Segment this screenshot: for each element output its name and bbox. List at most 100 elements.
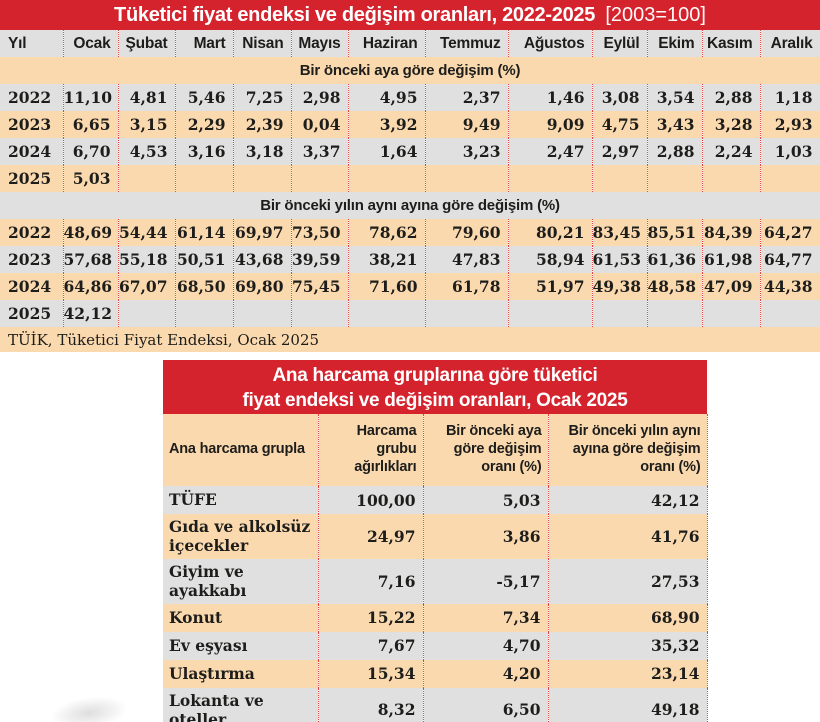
value-cell: 75,45: [291, 273, 349, 300]
table-row: 2022 11,10 4,81 5,46 7,25 2,98 4,95 2,37…: [0, 84, 820, 111]
value-cell: 1,46: [508, 84, 593, 111]
value-cell: 4,53: [118, 138, 176, 165]
value-cell: [175, 300, 234, 327]
value-cell: 61,14: [175, 219, 234, 246]
table2-header-row: Ana harcama grupla Harcama grubu ağırlık…: [163, 414, 708, 486]
value-cell: 2,29: [175, 111, 234, 138]
group-column-header: Bir önceki aya göre değişim oranı (%): [423, 414, 549, 486]
month-column-header: Temmuz: [425, 30, 509, 57]
value-cell: 47,83: [425, 246, 509, 273]
table1-title: Tüketici fiyat endeksi ve değişim oranla…: [114, 4, 596, 26]
table2-title-bar: Ana harcama gruplarına göre tüketici fiy…: [163, 360, 707, 414]
yearly-change-cell: 35,32: [548, 631, 708, 660]
value-cell: [118, 300, 176, 327]
weight-cell: 7,16: [318, 558, 424, 604]
group-label-cell: Gıda ve alkolsüz içecekler: [163, 514, 319, 559]
month-column-header: Nisan: [233, 30, 292, 57]
month-column-header: Ocak: [63, 30, 119, 57]
monthly-change-cell: -5,17: [423, 558, 549, 604]
month-column-header: Eylül: [592, 30, 648, 57]
value-cell: 69,80: [233, 273, 292, 300]
value-cell: 6,65: [63, 111, 119, 138]
value-cell: [233, 300, 292, 327]
value-cell: 0,04: [291, 111, 349, 138]
value-cell: 7,25: [233, 84, 292, 111]
value-cell: 11,10: [63, 84, 119, 111]
value-cell: 80,21: [508, 219, 593, 246]
value-cell: 2,93: [760, 111, 820, 138]
expenditure-groups-table-section: Ana harcama gruplarına göre tüketici fiy…: [163, 360, 708, 722]
value-cell: 4,95: [348, 84, 426, 111]
value-cell: 64,27: [760, 219, 820, 246]
value-cell: [702, 300, 761, 327]
value-cell: 1,64: [348, 138, 426, 165]
table2-title-line2: fiyat endeksi ve değişim oranları, Ocak …: [242, 390, 628, 412]
value-cell: [425, 300, 509, 327]
table-row: 2025 42,12: [0, 300, 820, 327]
value-cell: 49,38: [592, 273, 648, 300]
yearly-change-section: Bir önceki yılın aynı ayına göre değişim…: [0, 192, 820, 327]
value-cell: 38,21: [348, 246, 426, 273]
value-cell: 2,39: [233, 111, 292, 138]
table-row: 2023 6,65 3,15 2,29 2,39 0,04 3,92 9,49 …: [0, 111, 820, 138]
monthly-change-cell: 4,20: [423, 659, 549, 688]
cpi-monthly-table: Yıl Ocak Şubat Mart Nisan Mayıs Haziran: [0, 30, 820, 352]
monthly-change-cell: 5,03: [423, 486, 549, 514]
monthly-change-cell: 7,34: [423, 603, 549, 632]
year-cell: 2024: [0, 273, 64, 300]
value-cell: 2,24: [702, 138, 761, 165]
month-column-header: Mart: [175, 30, 234, 57]
value-cell: 61,78: [425, 273, 509, 300]
value-cell: [508, 165, 593, 192]
value-cell: 4,75: [592, 111, 648, 138]
yearly-change-cell: 27,53: [548, 558, 708, 604]
table-row: 2024 6,70 4,53 3,16 3,18 3,37 1,64 3,23 …: [0, 138, 820, 165]
value-cell: 3,23: [425, 138, 509, 165]
year-cell: 2022: [0, 84, 64, 111]
value-cell: 3,43: [647, 111, 703, 138]
month-column-header: Şubat: [118, 30, 176, 57]
table1-header-row: Yıl Ocak Şubat Mart Nisan Mayıs Haziran: [0, 30, 820, 57]
group-label-cell: Lokanta ve oteller: [163, 687, 319, 722]
value-cell: 67,07: [118, 273, 176, 300]
table1-source-row: TÜİK, Tüketici Fiyat Endeksi, Ocak 2025: [0, 327, 820, 352]
monthly-change-cell: 4,70: [423, 631, 549, 660]
value-cell: 47,09: [702, 273, 761, 300]
value-cell: 1,03: [760, 138, 820, 165]
table1-base-year: [2003=100]: [605, 4, 706, 26]
expenditure-groups-table: Ana harcama grupla Harcama grubu ağırlık…: [163, 414, 708, 722]
value-cell: 2,88: [647, 138, 703, 165]
year-cell: 2025: [0, 300, 64, 327]
value-cell: [647, 165, 703, 192]
value-cell: 43,68: [233, 246, 292, 273]
month-column-header: Haziran: [348, 30, 426, 57]
value-cell: 48,69: [63, 219, 119, 246]
value-cell: 64,86: [63, 273, 119, 300]
value-cell: 9,09: [508, 111, 593, 138]
value-cell: [760, 165, 820, 192]
section-band-label: Bir önceki yılın aynı ayına göre değişim…: [260, 197, 560, 214]
value-cell: 71,60: [348, 273, 426, 300]
weight-cell: 100,00: [318, 486, 424, 514]
month-column-header: Aralık: [760, 30, 820, 57]
group-label-cell: Giyim ve ayakkabı: [163, 558, 319, 604]
month-column-header: Yıl: [0, 30, 64, 57]
yearly-change-cell: 49,18: [548, 687, 708, 722]
value-cell: 5,46: [175, 84, 234, 111]
value-cell: 50,51: [175, 246, 234, 273]
group-label-cell: TÜFE: [163, 486, 319, 514]
expenditure-groups-body: TÜFE 100,00 5,03 42,12 Gıda ve alkolsüz …: [163, 486, 708, 722]
table-row: Lokanta ve oteller 8,32 6,50 49,18: [163, 687, 708, 722]
group-column-header: Harcama grubu ağırlıkları: [318, 414, 424, 486]
value-cell: 48,58: [647, 273, 703, 300]
value-cell: 57,68: [63, 246, 119, 273]
table-row: Gıda ve alkolsüz içecekler 24,97 3,86 41…: [163, 514, 708, 559]
value-cell: 3,92: [348, 111, 426, 138]
value-cell: 85,51: [647, 219, 703, 246]
value-cell: 2,47: [508, 138, 593, 165]
source-note: TÜİK, Tüketici Fiyat Endeksi, Ocak 2025: [8, 330, 320, 349]
value-cell: 55,18: [118, 246, 176, 273]
value-cell: [592, 165, 648, 192]
value-cell: [508, 300, 593, 327]
